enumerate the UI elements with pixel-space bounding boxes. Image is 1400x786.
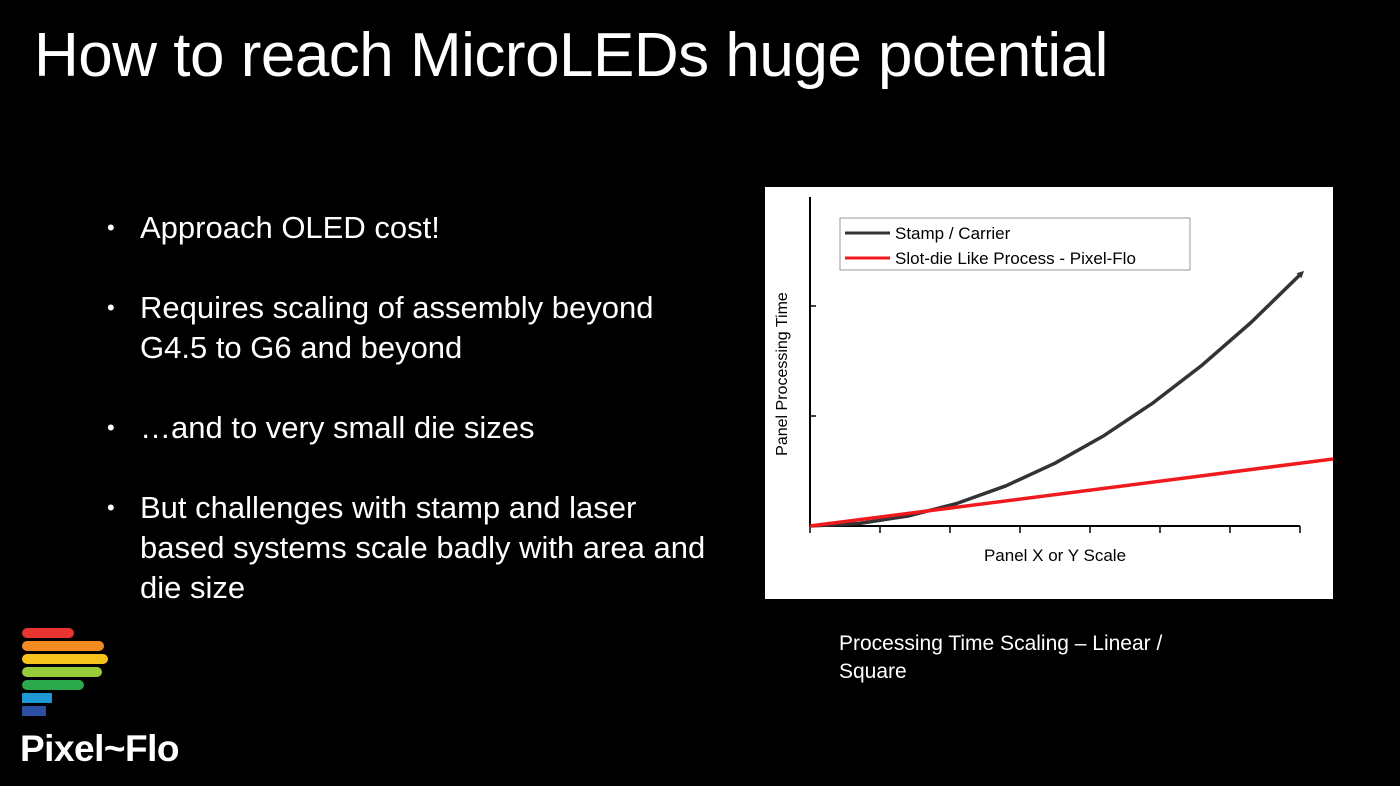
legend-box bbox=[839, 217, 1191, 271]
bullet-dot-icon: • bbox=[107, 295, 115, 320]
slide-title: How to reach MicroLEDs huge potential bbox=[34, 21, 1108, 90]
logo-stripe bbox=[22, 654, 108, 664]
processing-time-chart: Panel X or Y Scale Panel Processing Time S… bbox=[765, 187, 1333, 599]
bullet-text: …and to very small die sizes bbox=[140, 410, 535, 445]
bullet-item-oled-cost: • Approach OLED cost! bbox=[100, 208, 720, 248]
logo-stripe bbox=[22, 680, 84, 690]
logo-stripe bbox=[22, 667, 102, 677]
bullet-text: Approach OLED cost! bbox=[140, 210, 440, 245]
logo-stripe bbox=[22, 628, 74, 638]
logo-stripe bbox=[22, 706, 46, 716]
bullet-list: • Approach OLED cost! • Requires scaling… bbox=[100, 208, 720, 648]
legend-label: Slot-die Like Process - Pixel-Flo bbox=[895, 249, 1136, 268]
pixel-flo-logo-mark-icon bbox=[22, 628, 108, 716]
bullet-item-challenges: • But challenges with stamp and laser ba… bbox=[100, 488, 720, 608]
bullet-text: But challenges with stamp and laser base… bbox=[140, 490, 706, 605]
series-line-stamp-carrier bbox=[809, 270, 1305, 528]
bullet-dot-icon: • bbox=[107, 495, 115, 520]
bullet-dot-icon: • bbox=[107, 215, 115, 240]
logo-stripe bbox=[22, 641, 104, 651]
bullet-text: Requires scaling of assembly beyond G4.5… bbox=[140, 290, 654, 365]
bullet-item-scaling: • Requires scaling of assembly beyond G4… bbox=[100, 288, 720, 368]
legend-label: Stamp / Carrier bbox=[895, 224, 1011, 243]
chart-svg: Panel X or Y Scale Panel Processing Time S… bbox=[774, 197, 1333, 565]
bullet-item-die-sizes: • …and to very small die sizes bbox=[100, 408, 720, 448]
pixel-flo-logo: Pixel~Flo bbox=[18, 624, 198, 774]
bullet-dot-icon: • bbox=[107, 415, 115, 440]
chart-caption: Processing Time Scaling – Linear / Squar… bbox=[839, 632, 1163, 683]
x-axis-label: Panel X or Y Scale bbox=[984, 546, 1126, 565]
logo-text: Pixel~Flo bbox=[20, 728, 179, 769]
series-line-slot-die bbox=[809, 457, 1333, 528]
y-axis-label: Panel Processing Time bbox=[774, 292, 791, 456]
logo-stripe bbox=[22, 693, 52, 703]
